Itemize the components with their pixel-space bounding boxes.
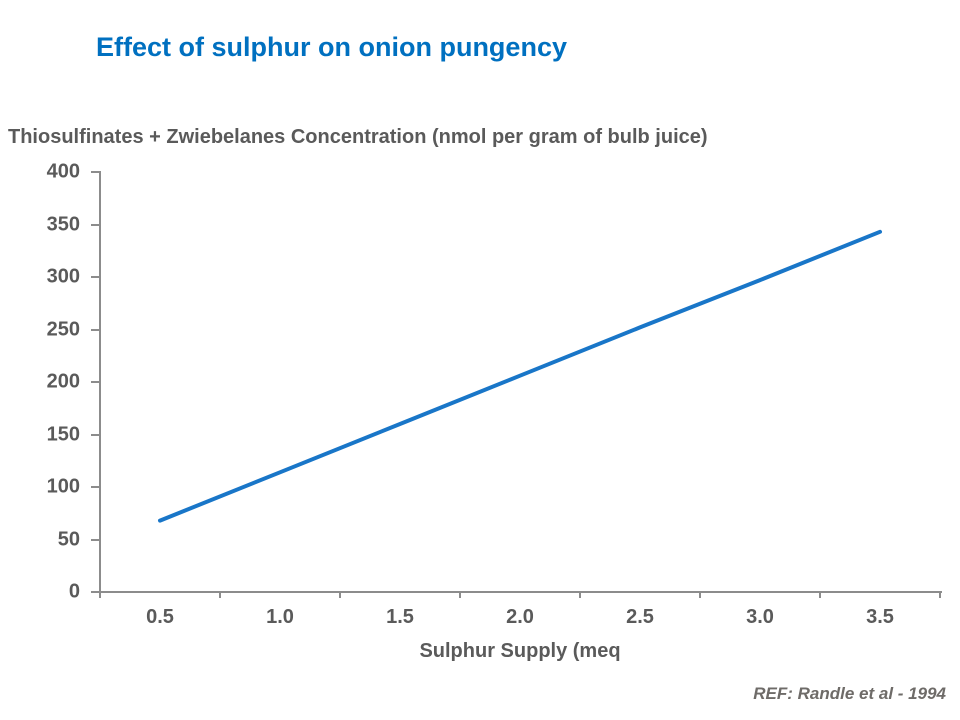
x-tick-label: 1.5 — [386, 606, 414, 628]
x-tick-mark — [459, 593, 461, 598]
x-tick-label: 1.0 — [266, 606, 294, 628]
y-tick-label: 400 — [46, 160, 80, 183]
y-tick-label: 250 — [46, 318, 80, 340]
y-tick-mark — [91, 486, 99, 488]
y-tick-label: 350 — [46, 213, 80, 235]
y-tick-mark — [91, 223, 99, 226]
x-tick-label: 0.5 — [146, 606, 174, 628]
y-tick-mark — [91, 538, 99, 541]
y-tick-label: 300 — [46, 265, 80, 288]
y-tick-mark — [91, 381, 99, 383]
x-tick-mark — [939, 593, 941, 598]
x-tick-label: 2.0 — [506, 606, 534, 628]
y-tick-mark — [91, 591, 99, 593]
chart-title: Thiosulfinates + Zwiebelanes Concentrati… — [8, 126, 708, 148]
y-tick-label: 0 — [68, 580, 80, 603]
x-tick-mark — [339, 593, 341, 598]
x-axis-title: Sulphur Supply (meq — [419, 640, 621, 662]
y-tick-label: 150 — [46, 423, 80, 445]
y-tick-label: 50 — [57, 528, 80, 550]
y-tick-label: 100 — [46, 475, 80, 498]
y-axis-line — [99, 171, 101, 593]
y-tick-label: 200 — [46, 370, 80, 393]
x-tick-mark — [219, 593, 221, 598]
y-tick-mark — [91, 171, 99, 173]
x-tick-mark — [579, 593, 581, 598]
x-tick-mark — [819, 593, 821, 598]
page-title: Effect of sulphur on onion pungency — [96, 32, 567, 62]
x-tick-label: 3.0 — [746, 606, 774, 628]
x-tick-mark — [99, 593, 101, 598]
reference-text: REF: Randle et al - 1994 — [753, 684, 946, 703]
y-tick-mark — [91, 433, 99, 436]
x-tick-label: 2.5 — [626, 606, 654, 628]
y-tick-mark — [91, 328, 99, 331]
x-axis-line — [99, 591, 942, 593]
x-tick-mark — [699, 593, 701, 598]
x-tick-label: 3.5 — [866, 606, 894, 628]
y-tick-mark — [91, 276, 99, 278]
